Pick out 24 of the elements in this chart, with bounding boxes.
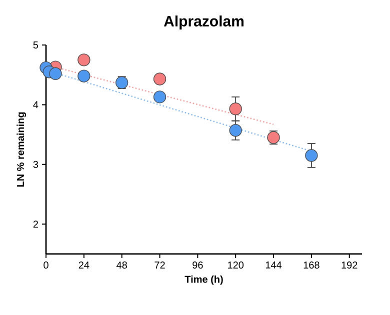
point <box>229 124 242 137</box>
y-tick-label: 2 <box>33 220 38 228</box>
y-tick-label: 4 <box>33 101 38 108</box>
x-tick-label: 96 <box>192 262 203 269</box>
x-tick-label: 24 <box>78 262 90 268</box>
x-tick-label: 72 <box>154 262 165 268</box>
x-tick-label: 48 <box>116 262 127 269</box>
point <box>78 54 90 66</box>
point <box>153 72 166 86</box>
point <box>305 149 318 162</box>
x-tick-label: 192 <box>342 262 358 269</box>
x-tick-label: 144 <box>266 262 282 268</box>
point <box>229 102 242 116</box>
x-tick-label: 0 <box>44 262 48 269</box>
x-axis-title: Time (h) <box>184 275 223 285</box>
y-tick-label: 3 <box>33 160 38 168</box>
x-tick-label: 120 <box>228 262 244 269</box>
y-axis-title: LN % remaining <box>16 112 26 187</box>
y-tick-label: 5 <box>33 42 38 48</box>
chart-title: Alprazolam <box>164 15 244 30</box>
x-tick-label: 168 <box>304 262 320 269</box>
point <box>78 70 90 82</box>
point <box>153 90 166 104</box>
point <box>49 67 62 80</box>
